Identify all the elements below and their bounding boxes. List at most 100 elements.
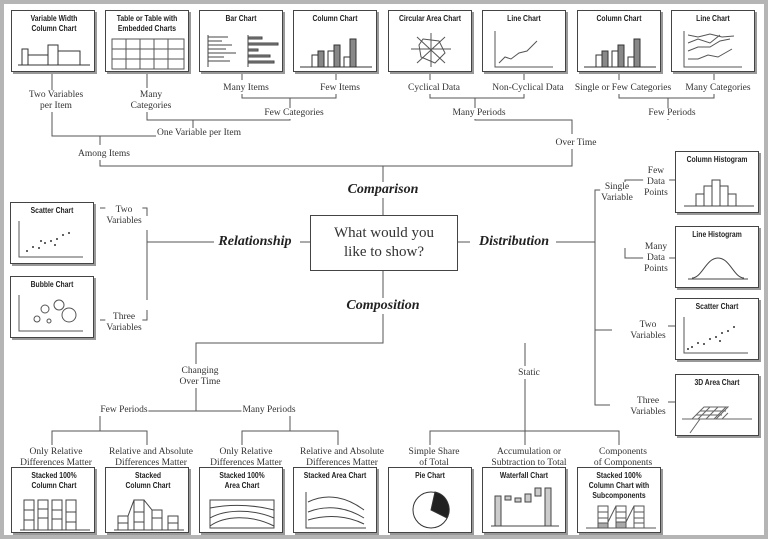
radar-chart-icon: [411, 33, 451, 67]
box-title: Stacked Area Chart: [303, 471, 367, 480]
box-title: Bubble Chart: [30, 280, 74, 289]
scatter-chart-box[interactable]: Scatter Chart: [10, 202, 94, 264]
label-relative-absolute-2: Relative and Absolute Differences Matter: [299, 447, 385, 469]
label-components: Components of Components: [592, 447, 654, 469]
scatter-icon: [683, 317, 748, 354]
label-one-variable-per-item: One Variable per Item: [156, 128, 242, 139]
scatter-chart-box-dist[interactable]: Scatter Chart: [675, 298, 759, 360]
label-many-periods-comp: Many Periods: [241, 405, 297, 416]
label-few-periods-comp: Few Periods: [99, 405, 149, 416]
box-title: Column Chart: [312, 14, 358, 23]
label-many-categories: Many Categories: [129, 90, 173, 112]
label-single-few-categories: Single or Few Categories: [573, 83, 673, 94]
stacked-100-area-chart-box[interactable]: Stacked 100% Area Chart: [199, 467, 283, 533]
label-three-variables-dist: Three Variables: [629, 396, 667, 418]
label-among-items: Among Items: [77, 149, 131, 160]
box-title: Stacked Column Chart: [125, 471, 171, 490]
central-question: What would you like to show?: [310, 215, 458, 271]
bar-chart-box[interactable]: Bar Chart: [199, 10, 283, 72]
stacked-100-column-chart-box[interactable]: Stacked 100% Column Chart: [11, 467, 95, 533]
box-title: Line Chart: [696, 14, 730, 23]
histogram-icon: [684, 179, 754, 207]
label-many-periods: Many Periods: [451, 108, 507, 119]
column-chart-box[interactable]: Column Chart: [293, 10, 377, 72]
relationship-heading: Relationship: [215, 234, 295, 250]
bubble-icon: [18, 295, 83, 332]
label-cyclical-data: Cyclical Data: [407, 83, 461, 94]
line-chart-box[interactable]: Line Chart: [482, 10, 566, 72]
box-title: Variable Width Column Chart: [30, 14, 78, 33]
bubble-chart-box[interactable]: Bubble Chart: [10, 276, 94, 338]
column-chart-icon: [300, 38, 372, 68]
composition-heading: Composition: [343, 298, 423, 314]
box-title: Scatter Chart: [30, 206, 74, 215]
bar-chart-icon: [207, 35, 279, 67]
label-many-items: Many Items: [222, 83, 270, 94]
box-title: Table or Table with Embedded Charts: [116, 14, 178, 33]
label-three-variables: Three Variables: [105, 312, 143, 334]
box-title: Line Histogram: [692, 230, 742, 239]
label-two-variables-per-item: Two Variables per Item: [27, 90, 85, 112]
circular-area-chart-box[interactable]: Circular Area Chart: [388, 10, 472, 72]
label-changing-over-time: Changing Over Time: [178, 366, 222, 388]
stacked-100-subcomponents-box[interactable]: Stacked 100% Column Chart with Subcompon…: [577, 467, 661, 533]
label-accumulation: Accumulation or Subtraction to Total: [490, 447, 568, 469]
scatter-icon: [18, 221, 83, 258]
pie-chart-box[interactable]: Pie Chart: [388, 467, 472, 533]
label-few-data-points: Few Data Points: [643, 166, 669, 199]
pie-chart-icon: [412, 491, 450, 529]
box-title: Scatter Chart: [695, 302, 739, 311]
label-single-variable: Single Variable: [600, 182, 634, 204]
stacked-100-area-icon: [209, 499, 275, 529]
waterfall-icon: [491, 487, 559, 527]
line-histogram-box[interactable]: Line Histogram: [675, 226, 759, 288]
3d-area-chart-box[interactable]: 3D Area Chart: [675, 374, 759, 436]
stacked-column-chart-box[interactable]: Stacked Column Chart: [105, 467, 189, 533]
stacked-area-chart-box[interactable]: Stacked Area Chart: [293, 467, 377, 533]
box-title: Waterfall Chart: [499, 471, 549, 480]
waterfall-chart-box[interactable]: Waterfall Chart: [482, 467, 566, 533]
label-simple-share: Simple Share of Total: [407, 447, 461, 469]
3d-area-icon: [682, 406, 752, 434]
label-over-time: Over Time: [554, 138, 598, 149]
variable-width-column-chart-box[interactable]: Variable Width Column Chart: [11, 10, 95, 72]
label-few-items: Few Items: [319, 83, 361, 94]
multi-line-chart-icon: [683, 31, 742, 68]
column-chart-icon: [584, 38, 656, 68]
column-histogram-box[interactable]: Column Histogram: [675, 151, 759, 213]
table-icon: [111, 38, 185, 70]
line-chart-box-many[interactable]: Line Chart: [671, 10, 755, 72]
label-only-relative-1: Only Relative Differences Matter: [19, 447, 93, 469]
line-chart-icon: [494, 31, 553, 68]
box-title: Bar Chart: [225, 14, 257, 23]
box-title: Column Chart: [596, 14, 642, 23]
box-title: Stacked 100% Column Chart with Subcompon…: [588, 471, 650, 500]
label-many-data-points: Many Data Points: [643, 242, 669, 275]
box-title: Stacked 100% Area Chart: [219, 471, 265, 490]
table-chart-box[interactable]: Table or Table with Embedded Charts: [105, 10, 189, 72]
label-static: Static: [517, 368, 541, 379]
variable-width-chart-icon: [18, 44, 90, 66]
label-only-relative-2: Only Relative Differences Matter: [209, 447, 283, 469]
label-few-periods: Few Periods: [647, 108, 697, 119]
box-title: Line Chart: [507, 14, 541, 23]
label-two-variables-dist: Two Variables: [629, 320, 667, 342]
comparison-heading: Comparison: [344, 182, 422, 198]
box-title: Circular Area Chart: [398, 14, 462, 23]
stacked-column-icon: [114, 499, 184, 531]
label-relative-absolute-1: Relative and Absolute Differences Matter: [108, 447, 194, 469]
column-chart-box-time[interactable]: Column Chart: [577, 10, 661, 72]
box-title: 3D Area Chart: [694, 378, 740, 387]
box-title: Pie Chart: [415, 471, 445, 480]
box-title: Column Histogram: [686, 155, 748, 164]
box-title: Stacked 100% Column Chart: [31, 471, 77, 490]
label-two-variables: Two Variables: [105, 205, 143, 227]
stacked-area-icon: [305, 492, 366, 529]
label-few-categories: Few Categories: [263, 108, 325, 119]
stacked-100-column-icon: [20, 499, 90, 531]
distribution-heading: Distribution: [475, 234, 553, 250]
label-non-cyclical-data: Non-Cyclical Data: [491, 83, 565, 94]
subcomponents-icon: [586, 505, 656, 529]
label-many-categories-time: Many Categories: [684, 83, 752, 94]
